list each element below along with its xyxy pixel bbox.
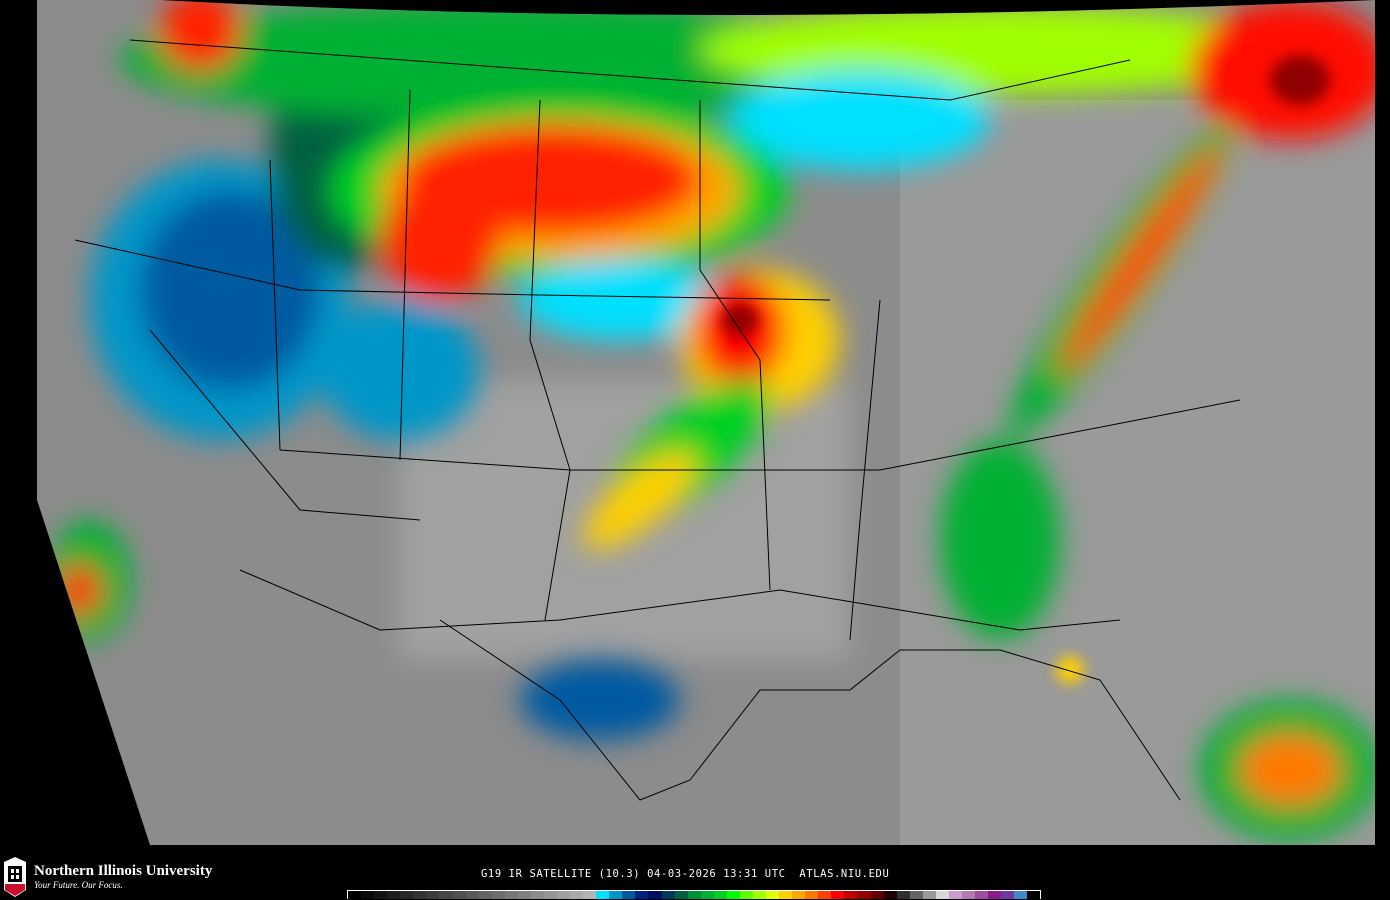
color-scale-swatch [622, 891, 636, 899]
color-scale-swatch [870, 891, 884, 899]
color-scale-swatch [465, 891, 479, 899]
color-scale-swatch [961, 891, 975, 899]
color-scale-swatch [831, 891, 845, 899]
color-scale-swatch [543, 891, 557, 899]
state-boundaries [74, 39, 1241, 801]
color-scale-swatch [452, 891, 466, 899]
color-scale-swatch [922, 891, 936, 899]
color-scale-swatch [792, 891, 806, 899]
color-scale-swatch [766, 891, 780, 899]
color-scale-swatch [439, 891, 453, 899]
color-scale-swatch [1027, 891, 1041, 899]
color-scale-swatch [635, 891, 649, 899]
color-scale-swatch [400, 891, 414, 899]
color-scale-swatch [517, 891, 531, 899]
color-scale-swatch [752, 891, 766, 899]
color-scale-swatch [844, 891, 858, 899]
color-scale-swatch [557, 891, 571, 899]
cloud-tops [50, 0, 1375, 840]
niu-logo [4, 857, 26, 897]
color-scale-swatch [491, 891, 505, 899]
satellite-map [37, 0, 1375, 845]
color-scale-swatch [1001, 891, 1015, 899]
color-scale-swatch [609, 891, 623, 899]
color-scale-swatch [713, 891, 727, 899]
color-scale-swatch [857, 891, 871, 899]
color-scale-swatch [596, 891, 610, 899]
color-scale-swatch [975, 891, 989, 899]
color-scale-swatch [583, 891, 597, 899]
color-scale-swatch [530, 891, 544, 899]
color-scale-swatch [687, 891, 701, 899]
university-name: Northern Illinois University [34, 863, 213, 879]
color-scale-swatch [348, 891, 362, 899]
color-scale-swatch [426, 891, 440, 899]
color-scale-bar [347, 890, 1041, 899]
color-scale-swatch [805, 891, 819, 899]
product-title: G19 IR SATELLITE (10.3) 04-03-2026 13:31… [481, 868, 890, 880]
color-scale-swatch [883, 891, 897, 899]
color-scale-swatch [661, 891, 675, 899]
color-scale-swatch [387, 891, 401, 899]
color-scale-swatch [896, 891, 910, 899]
color-scale-swatch [504, 891, 518, 899]
color-scale-swatch [935, 891, 949, 899]
color-scale-swatch [570, 891, 584, 899]
color-scale-swatch [478, 891, 492, 899]
color-scale-swatch [818, 891, 832, 899]
color-scale-swatch [909, 891, 923, 899]
color-scale-swatch [1014, 891, 1028, 899]
footer-bar: Northern Illinois University Your Future… [0, 850, 1390, 900]
color-scale-swatch [361, 891, 375, 899]
color-scale-swatch [674, 891, 688, 899]
color-scale-swatch [374, 891, 388, 899]
color-scale-swatch [648, 891, 662, 899]
university-tagline: Your Future. Our Focus. [34, 880, 123, 890]
color-scale-swatch [413, 891, 427, 899]
color-scale-swatch [700, 891, 714, 899]
color-scale-swatch [779, 891, 793, 899]
color-scale-swatch [948, 891, 962, 899]
color-scale-swatch [726, 891, 740, 899]
imagery [37, 0, 1375, 845]
color-scale-swatch [739, 891, 753, 899]
color-scale-swatch [988, 891, 1002, 899]
